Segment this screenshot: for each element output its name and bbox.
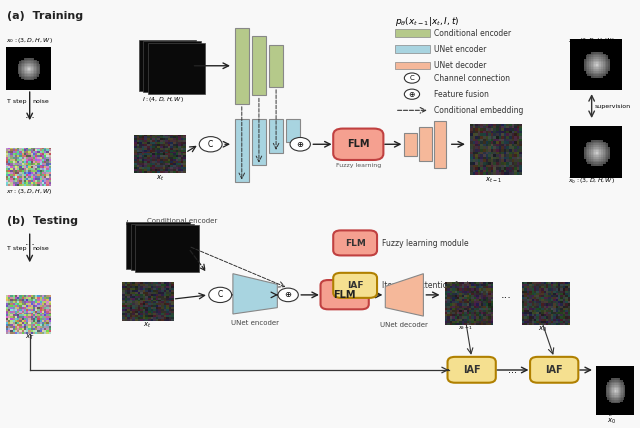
Text: UNet encoder: UNet encoder (231, 320, 279, 327)
Circle shape (199, 137, 222, 152)
Text: C: C (410, 75, 414, 81)
Text: ...: ... (24, 110, 35, 119)
Text: FLM: FLM (345, 239, 365, 248)
Bar (1, 212, 636, 424)
Text: ⊕: ⊕ (297, 140, 304, 149)
Polygon shape (233, 273, 277, 314)
Text: (b)  Testing: (b) Testing (8, 217, 79, 226)
Text: Fuzzy learning: Fuzzy learning (336, 163, 381, 168)
Circle shape (404, 89, 420, 99)
Bar (252, 36, 266, 95)
Text: $I$: $I$ (125, 218, 129, 227)
Bar (235, 27, 249, 104)
Text: noise: noise (33, 246, 49, 251)
Text: FLM: FLM (333, 290, 356, 300)
Text: $x_{t-1}$: $x_{t-1}$ (458, 324, 474, 333)
Bar (419, 127, 431, 161)
Text: C: C (218, 290, 223, 300)
Polygon shape (144, 229, 188, 265)
Text: supervision: supervision (595, 104, 631, 109)
Text: T step: T step (7, 99, 27, 104)
Text: $x_t$: $x_t$ (143, 320, 152, 330)
Bar (134, 38, 191, 89)
Bar (1, 0, 636, 212)
Bar (286, 119, 300, 142)
Text: ...: ... (508, 365, 517, 375)
Bar (148, 43, 205, 94)
Text: $x_T$: $x_T$ (25, 333, 35, 342)
Text: FLM: FLM (347, 139, 369, 149)
Text: $x_{t-1}$: $x_{t-1}$ (484, 176, 502, 185)
Bar (269, 45, 283, 87)
Text: T step: T step (7, 246, 27, 251)
Bar (131, 223, 194, 270)
FancyBboxPatch shape (447, 357, 496, 383)
Bar (433, 121, 446, 168)
Text: Conditional encoder: Conditional encoder (434, 29, 511, 38)
Text: IAF: IAF (545, 365, 563, 375)
FancyBboxPatch shape (333, 128, 383, 160)
Bar (135, 225, 198, 272)
Bar (122, 221, 185, 268)
Text: UNet encoder: UNet encoder (434, 45, 486, 54)
Text: Channel connection: Channel connection (434, 74, 510, 83)
Text: $x_0:(3,D,H,W)$: $x_0:(3,D,H,W)$ (568, 36, 615, 45)
Text: ⊕: ⊕ (285, 290, 292, 300)
Text: Iterative attention fusion: Iterative attention fusion (382, 281, 478, 290)
Text: $x_0$: $x_0$ (538, 324, 547, 334)
FancyBboxPatch shape (321, 280, 369, 309)
Bar (252, 119, 266, 166)
Bar (395, 45, 429, 53)
Bar (126, 222, 189, 269)
Bar (143, 41, 200, 92)
Text: ...: ... (500, 290, 511, 300)
Bar (404, 133, 417, 156)
Bar (235, 119, 249, 182)
Text: C: C (208, 140, 213, 149)
Text: $I:(4,D,H,W)$: $I:(4,D,H,W)$ (142, 95, 184, 104)
Text: $x_t$: $x_t$ (156, 174, 164, 183)
Text: $p_\theta(x_{t-1}|x_t,I,t)$: $p_\theta(x_{t-1}|x_t,I,t)$ (395, 15, 459, 28)
Bar (269, 119, 283, 153)
Text: IAF: IAF (347, 281, 364, 290)
Text: Feature fusion: Feature fusion (434, 90, 489, 99)
Text: noise: noise (33, 99, 49, 104)
Polygon shape (385, 273, 424, 316)
Text: (a)  Training: (a) Training (8, 11, 84, 21)
Text: $x_0:(3,D,H,W)$: $x_0:(3,D,H,W)$ (6, 36, 53, 45)
FancyBboxPatch shape (333, 230, 377, 256)
Text: UNet decoder: UNet decoder (434, 61, 486, 70)
Bar (395, 29, 429, 37)
Text: Conditional encoder: Conditional encoder (147, 218, 217, 224)
FancyBboxPatch shape (530, 357, 579, 383)
Text: $\ddot{x}_0$: $\ddot{x}_0$ (607, 414, 616, 425)
FancyBboxPatch shape (333, 273, 377, 298)
Text: IAF: IAF (463, 365, 481, 375)
Bar (139, 40, 196, 91)
Circle shape (278, 288, 298, 302)
Text: $x_T:(3,D,H,W)$: $x_T:(3,D,H,W)$ (6, 187, 53, 196)
Text: ...: ... (513, 139, 524, 149)
Circle shape (404, 73, 420, 83)
Circle shape (290, 137, 310, 151)
Text: Conditional embedding: Conditional embedding (434, 106, 524, 115)
Text: ...: ... (24, 237, 35, 247)
Text: UNet decoder: UNet decoder (380, 321, 428, 327)
Text: $\ddot{x}_0:(3,D,H,W)$: $\ddot{x}_0:(3,D,H,W)$ (568, 177, 615, 187)
Bar (395, 62, 429, 69)
Text: Fuzzy learning module: Fuzzy learning module (382, 239, 468, 248)
Text: ⊕: ⊕ (409, 90, 415, 99)
Circle shape (209, 287, 232, 303)
